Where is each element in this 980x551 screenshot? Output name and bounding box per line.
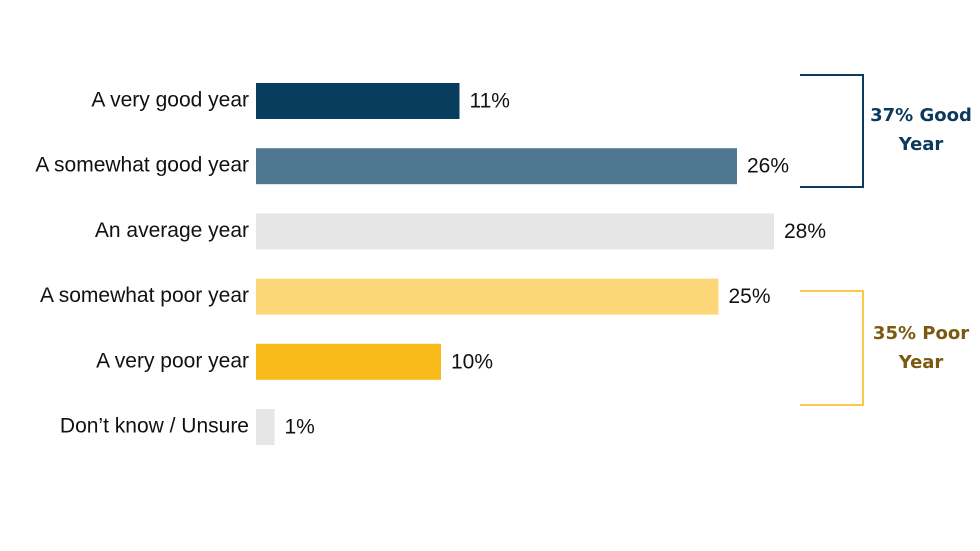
bar [256, 343, 441, 380]
category-label: A somewhat poor year [40, 284, 249, 307]
value-label: 1% [285, 416, 315, 439]
bar [256, 213, 774, 250]
value-label: 25% [729, 285, 771, 308]
annotation: 37% Good Year [870, 105, 972, 155]
value-label: 10% [451, 350, 493, 373]
value-label: 11% [470, 90, 510, 113]
poor-bracket [800, 290, 864, 406]
bar [256, 83, 460, 119]
bar [256, 278, 719, 315]
bar [256, 409, 275, 445]
category-label: Don’t know / Unsure [60, 415, 249, 438]
good-bracket [800, 74, 864, 188]
value-label: 28% [784, 220, 826, 243]
category-label: A somewhat good year [35, 154, 249, 177]
bar [256, 148, 737, 185]
annotation: 35% Poor Year [872, 323, 970, 373]
category-label: A very poor year [96, 349, 249, 372]
value-label: 26% [747, 155, 789, 178]
category-label: An average year [95, 219, 249, 242]
category-label: A very good year [91, 89, 249, 112]
